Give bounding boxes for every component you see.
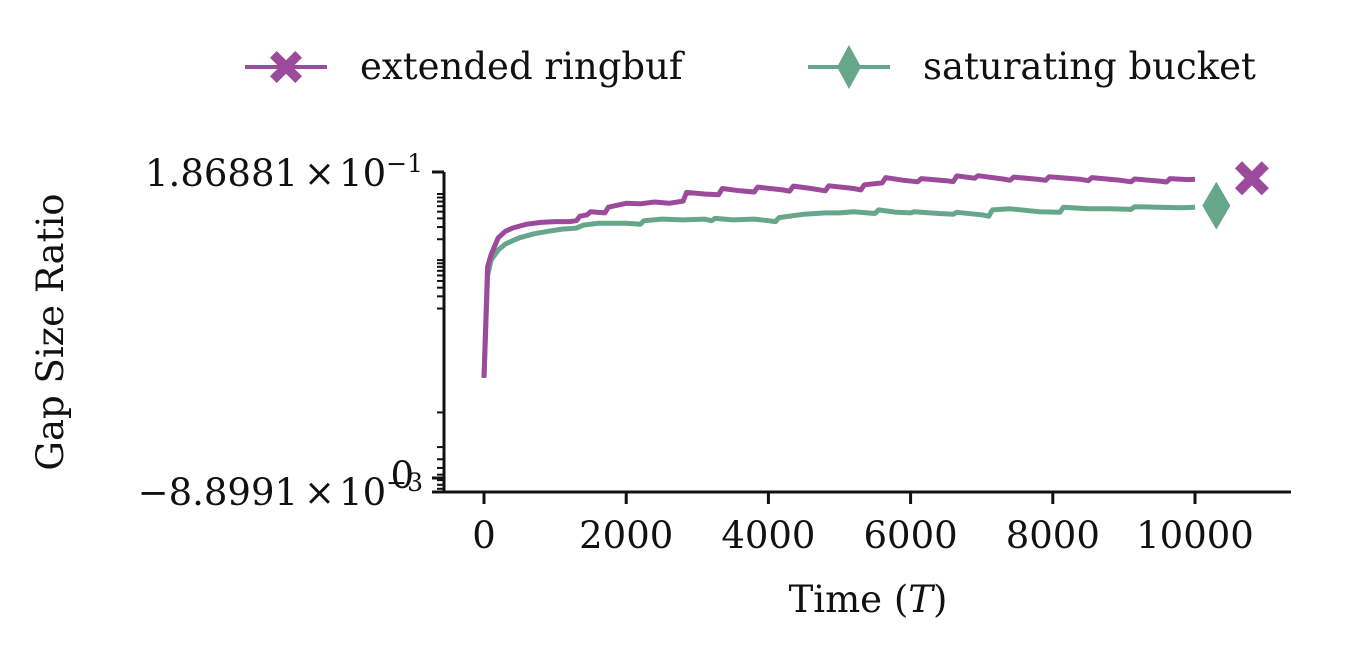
legend-marker-saturating-bucket <box>837 45 861 89</box>
x-axis-title-prefix: Time ( <box>789 578 909 621</box>
y-axis-title: Gap Size Ratio <box>29 193 72 470</box>
y-tick-bottom-mantissa: −8.8991 <box>138 471 298 514</box>
y-tick-label-bottom: −8.8991 × 10−3 <box>138 468 423 514</box>
end-marker-saturating-bucket <box>1202 181 1231 230</box>
x-tick-label-0: 0 <box>472 514 496 557</box>
series-line-saturating-bucket <box>481 204 1196 378</box>
series-line-extended-ringbuf <box>481 173 1196 378</box>
x-tick-label-2000: 2000 <box>579 514 673 557</box>
y-tick-top-exponent: −1 <box>386 149 423 178</box>
x-axis-title-var: T <box>908 578 935 621</box>
y-tick-top-mantissa: 1.86881 <box>145 152 298 195</box>
x-tick-label-10000: 10000 <box>1136 514 1254 557</box>
y-tick-top-base: 10 <box>339 152 386 195</box>
legend-entry-saturating-bucket: saturating bucket <box>808 45 1256 89</box>
y-tick-label-top: 1.86881 × 10−1 <box>145 149 423 195</box>
y-tick-label-zero: 0 <box>390 454 414 497</box>
legend-entry-extended-ringbuf: extended ringbuf <box>245 45 685 88</box>
legend-label-extended-ringbuf: extended ringbuf <box>360 45 685 88</box>
axes: 0 2000 4000 6000 8000 10000 1.86881 × 10−1 −8.8… <box>29 149 1291 621</box>
legend-marker-extended-ringbuf <box>270 51 302 83</box>
x-axis-title: Time (T) <box>789 578 948 621</box>
end-marker-extended-ringbuf <box>1234 161 1269 196</box>
x-ticks: 0 2000 4000 6000 8000 10000 <box>472 492 1254 557</box>
y-tick-top-times: × <box>304 152 335 195</box>
legend-label-saturating-bucket: saturating bucket <box>923 45 1256 88</box>
y-tick-bottom-times: × <box>304 471 335 514</box>
y-tick-bottom-exponent: −3 <box>386 468 423 497</box>
plot-area <box>481 161 1269 378</box>
x-tick-label-6000: 6000 <box>864 514 958 557</box>
x-tick-label-4000: 4000 <box>721 514 815 557</box>
x-tick-label-8000: 8000 <box>1006 514 1100 557</box>
y-minor-ticks <box>437 192 444 490</box>
legend: extended ringbuf saturating bucket <box>245 45 1256 89</box>
y-tick-bottom-base: 10 <box>339 471 386 514</box>
x-axis-title-suffix: ) <box>933 578 947 621</box>
